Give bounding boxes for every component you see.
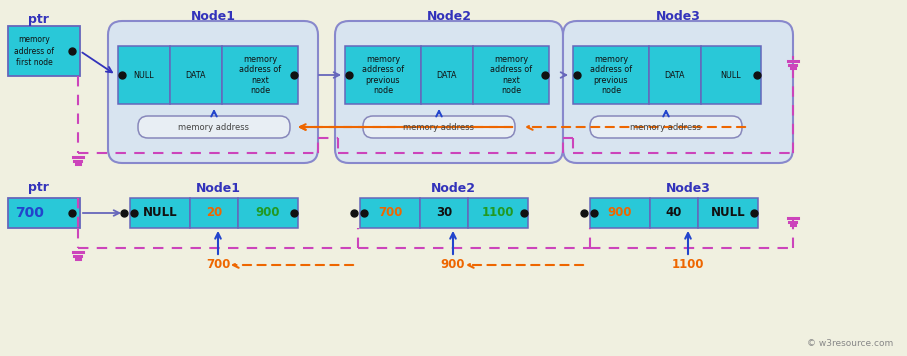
FancyBboxPatch shape (222, 46, 298, 104)
Text: ptr: ptr (27, 182, 48, 194)
Text: 20: 20 (206, 206, 222, 220)
FancyBboxPatch shape (8, 198, 80, 228)
Text: NULL: NULL (711, 206, 746, 220)
Text: DATA: DATA (186, 70, 206, 79)
Text: Node1: Node1 (190, 10, 236, 22)
Text: DATA: DATA (437, 70, 457, 79)
Text: ptr: ptr (27, 12, 48, 26)
Text: memory
address of
previous
node: memory address of previous node (590, 55, 632, 95)
Text: 30: 30 (436, 206, 452, 220)
FancyBboxPatch shape (108, 21, 318, 163)
FancyBboxPatch shape (698, 198, 758, 228)
FancyBboxPatch shape (130, 198, 190, 228)
FancyBboxPatch shape (573, 46, 649, 104)
FancyBboxPatch shape (138, 116, 290, 138)
FancyBboxPatch shape (563, 21, 793, 163)
FancyBboxPatch shape (590, 116, 742, 138)
FancyBboxPatch shape (345, 46, 421, 104)
Text: 900: 900 (441, 258, 465, 272)
Text: DATA: DATA (665, 70, 686, 79)
FancyBboxPatch shape (170, 46, 222, 104)
Text: memory
address of
previous
node: memory address of previous node (362, 55, 404, 95)
FancyBboxPatch shape (590, 198, 650, 228)
Text: 700: 700 (378, 206, 402, 220)
Text: memory address: memory address (404, 122, 474, 131)
FancyBboxPatch shape (649, 46, 701, 104)
Text: 700: 700 (15, 206, 44, 220)
FancyBboxPatch shape (650, 198, 698, 228)
Text: memory
address of
next
node: memory address of next node (239, 55, 281, 95)
FancyBboxPatch shape (701, 46, 761, 104)
Text: memory
address of
next
node: memory address of next node (490, 55, 532, 95)
Text: memory address: memory address (630, 122, 701, 131)
Text: 900: 900 (256, 206, 280, 220)
FancyBboxPatch shape (238, 198, 298, 228)
Text: 1100: 1100 (672, 258, 704, 272)
Text: Node3: Node3 (656, 10, 700, 22)
Text: 900: 900 (608, 206, 632, 220)
Text: 1100: 1100 (482, 206, 514, 220)
FancyBboxPatch shape (473, 46, 549, 104)
Text: Node1: Node1 (196, 182, 240, 194)
Text: 700: 700 (206, 258, 230, 272)
FancyBboxPatch shape (118, 46, 170, 104)
FancyBboxPatch shape (190, 198, 238, 228)
Text: Node3: Node3 (666, 182, 710, 194)
Text: memory
address of
first node: memory address of first node (14, 35, 54, 67)
FancyBboxPatch shape (363, 116, 515, 138)
Text: 40: 40 (666, 206, 682, 220)
Text: NULL: NULL (721, 70, 741, 79)
Text: NULL: NULL (133, 70, 154, 79)
FancyBboxPatch shape (468, 198, 528, 228)
Text: © w3resource.com: © w3resource.com (806, 339, 893, 348)
FancyBboxPatch shape (420, 198, 468, 228)
FancyBboxPatch shape (360, 198, 420, 228)
Text: NULL: NULL (142, 206, 177, 220)
FancyBboxPatch shape (8, 26, 80, 76)
Text: Node2: Node2 (426, 10, 472, 22)
Text: Node2: Node2 (431, 182, 475, 194)
FancyBboxPatch shape (421, 46, 473, 104)
FancyBboxPatch shape (335, 21, 563, 163)
Text: memory address: memory address (179, 122, 249, 131)
